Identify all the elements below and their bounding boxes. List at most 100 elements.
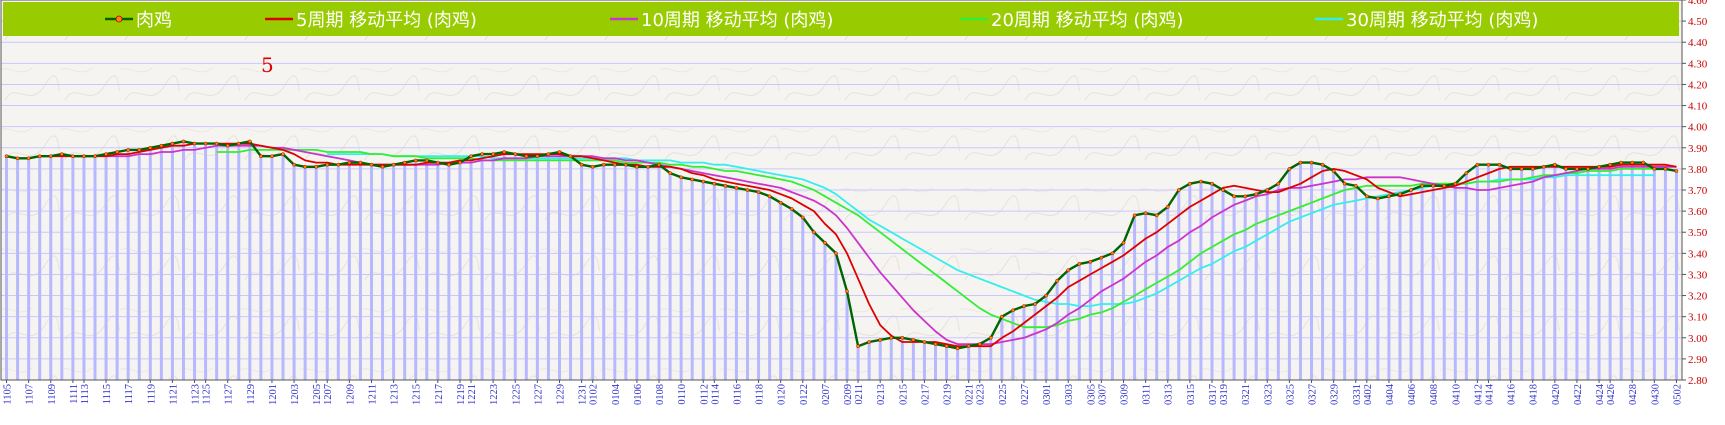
data-point (1608, 162, 1612, 167)
y-tick-label: 3.50 (1688, 227, 1708, 239)
bar (5, 156, 9, 380)
bar (524, 156, 528, 380)
data-point (900, 335, 905, 340)
data-point (1287, 167, 1292, 171)
bar (657, 164, 661, 380)
data-point (1088, 259, 1093, 264)
y-tick-label: 4.40 (1688, 37, 1708, 49)
data-point (789, 207, 794, 211)
bar (812, 232, 816, 380)
data-point (1154, 213, 1159, 218)
data-point (1431, 183, 1436, 188)
x-tick-label: 1205 (312, 384, 323, 405)
data-point (1586, 167, 1590, 171)
bar (458, 162, 462, 380)
bar (1575, 168, 1579, 380)
bar (16, 158, 20, 380)
bar (1155, 215, 1159, 380)
x-tick-label: 1113 (80, 384, 91, 404)
data-point (1066, 268, 1071, 273)
data-point (469, 154, 473, 159)
bar (1464, 173, 1468, 380)
bar (535, 156, 539, 380)
bar (591, 166, 595, 380)
bar (1000, 316, 1004, 380)
y-tick-label: 3.70 (1688, 185, 1708, 197)
data-point (1243, 194, 1248, 199)
x-tick-label: 1223 (489, 384, 500, 405)
x-tick-label: 0207 (821, 384, 832, 405)
data-point (1652, 167, 1657, 171)
x-tick-label: 0311 (1142, 384, 1153, 405)
bar (1110, 253, 1114, 380)
data-point (1674, 169, 1679, 173)
x-tick-label: 1107 (25, 384, 36, 405)
x-tick-label: 0114 (710, 383, 721, 404)
data-point (889, 335, 894, 340)
bar (292, 164, 296, 380)
legend: 肉鸡 5周期 移动平均 (肉鸡) 10周期 移动平均 (肉鸡) 20周期 移动平均 (… (3, 2, 1679, 36)
data-point (1143, 211, 1148, 216)
data-point (435, 160, 440, 165)
bar (1210, 183, 1214, 380)
y-tick-label: 2.80 (1688, 375, 1708, 387)
bar (1520, 168, 1524, 380)
data-point (878, 338, 883, 342)
bar (513, 154, 517, 380)
x-tick-label: 0223 (976, 384, 987, 405)
bar (867, 342, 871, 380)
bar (270, 156, 274, 380)
bar (1122, 242, 1126, 380)
bar (358, 162, 362, 380)
x-tick-label: 0122 (799, 384, 810, 405)
data-point (82, 154, 86, 159)
data-point (137, 148, 142, 152)
x-tick-label: 0327 (1308, 384, 1319, 405)
bar (1674, 171, 1678, 380)
x-tick-label: 0329 (1330, 384, 1341, 405)
data-point (1265, 188, 1270, 192)
bar (934, 344, 938, 380)
bar (1088, 261, 1092, 380)
bar (369, 164, 373, 380)
bar (878, 339, 882, 380)
data-point (1121, 240, 1126, 245)
x-tick-label: 0108 (655, 384, 666, 405)
bar (1409, 190, 1413, 380)
data-point (557, 150, 562, 154)
bar (1531, 168, 1535, 380)
bar (226, 145, 230, 380)
bar (137, 149, 141, 380)
bar (1652, 168, 1656, 380)
x-tick-label: 0217 (920, 384, 931, 405)
data-point (37, 154, 42, 159)
x-tick-label: 0410 (1451, 384, 1462, 405)
bar (768, 196, 772, 380)
data-point (922, 340, 927, 344)
data-point (1364, 194, 1369, 199)
data-point (856, 344, 860, 349)
data-point (1188, 181, 1192, 186)
bar (745, 190, 749, 380)
bar (801, 217, 805, 380)
bar (613, 164, 617, 380)
bar (93, 156, 97, 380)
bar (1442, 185, 1446, 380)
bar (60, 154, 64, 380)
x-tick-label: 0301 (1042, 384, 1053, 405)
data-point (369, 162, 374, 167)
x-tick-label: 0331 (1352, 384, 1363, 405)
data-point (15, 156, 20, 161)
data-point (336, 162, 341, 167)
x-tick-label: 0209 (843, 384, 854, 405)
data-point (1552, 162, 1557, 167)
data-point (458, 160, 462, 165)
data-point (1022, 304, 1026, 308)
data-point (834, 251, 838, 256)
bar (790, 209, 794, 380)
data-point (1276, 181, 1281, 186)
bar (1232, 196, 1236, 380)
data-point (590, 164, 595, 169)
bar (845, 291, 849, 380)
data-point (358, 160, 363, 165)
